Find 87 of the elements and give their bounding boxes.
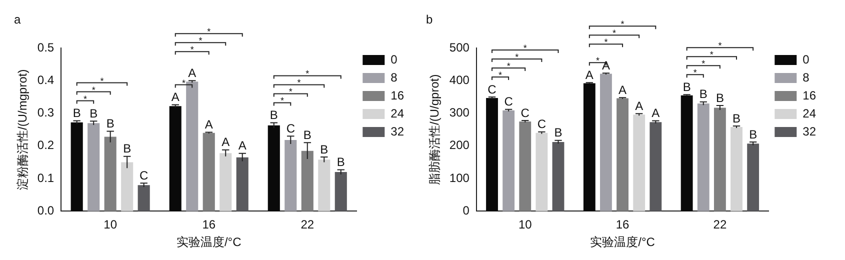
chart-title: a <box>14 12 21 26</box>
x-tick-label: 22 <box>300 218 314 232</box>
y-axis-title: 淀粉酶活性/(U/mgprot) <box>16 69 30 190</box>
legend-label: 0 <box>390 52 398 66</box>
data-label: C <box>504 94 514 109</box>
data-label: A <box>188 66 196 80</box>
data-label: A <box>204 118 213 132</box>
data-label: B <box>716 90 724 105</box>
annotation: * <box>288 86 293 97</box>
y-tick-label: 0.0 <box>37 204 54 218</box>
data-label: A <box>618 82 627 97</box>
data-label: B <box>270 108 278 122</box>
data-label: A <box>602 58 610 72</box>
annotation: * <box>718 40 722 51</box>
data-label: B <box>682 80 691 94</box>
x-tick-label: 16 <box>202 218 216 232</box>
x-tick-label: 10 <box>104 218 118 232</box>
data-label: B <box>749 127 758 142</box>
annotation: * <box>182 78 186 88</box>
x-tick-label: 16 <box>616 218 630 232</box>
y-tick-label: 0.2 <box>37 138 54 152</box>
data-label: B <box>732 111 741 126</box>
legend-label: 8 <box>802 70 810 84</box>
data-label: A <box>171 90 180 104</box>
annotation: * <box>693 68 698 78</box>
data-label: B <box>336 155 345 170</box>
x-axis-title: 实验温度/°C <box>590 235 656 250</box>
data-label: C <box>520 106 530 120</box>
annotation: * <box>92 84 96 95</box>
data-label: B <box>123 142 132 156</box>
data-label: B <box>72 106 81 120</box>
x-tick-label: 10 <box>518 218 532 232</box>
legend-label: 16 <box>802 88 816 102</box>
data-label: A <box>222 135 230 150</box>
data-label: B <box>90 106 98 120</box>
data-label: A <box>635 98 644 113</box>
annotation: * <box>506 60 511 71</box>
text: * <box>604 37 608 48</box>
y-tick-label: 300 <box>449 106 470 120</box>
data-label: C <box>537 117 546 132</box>
annotation: * <box>297 78 302 88</box>
y-tick-label: 0 <box>462 204 470 218</box>
chart-title: b <box>426 12 433 26</box>
annotation: * <box>280 96 285 106</box>
legend-label: 8 <box>390 70 398 84</box>
y-tick-label: 100 <box>449 170 470 185</box>
annotation: * <box>702 58 706 69</box>
data-label: B <box>320 142 328 156</box>
x-tick-label: 22 <box>713 218 727 232</box>
annotation: * <box>100 76 104 86</box>
annotation: * <box>710 50 714 60</box>
text: * <box>620 19 625 30</box>
annotation: * <box>306 68 310 79</box>
y-tick-label: 500 <box>449 40 470 54</box>
y-tick-label: 200 <box>449 138 470 152</box>
y-tick-label: 0.4 <box>37 72 54 87</box>
legend-label: 24 <box>390 106 404 120</box>
data-label: C <box>488 82 497 96</box>
text: * <box>612 28 616 38</box>
x-axis-title: 实验温度/°C <box>176 235 242 250</box>
legend-label: 0 <box>802 52 810 66</box>
annotation: * <box>498 70 503 80</box>
legend-label: 16 <box>390 88 404 102</box>
legend-label: 24 <box>802 106 816 120</box>
y-axis-title: 脂肪酶活性/(U/gprot) <box>428 74 442 185</box>
text: * <box>207 26 212 37</box>
annotation: * <box>515 52 520 62</box>
annotation: * <box>523 42 528 53</box>
y-tick-label: 400 <box>449 72 470 87</box>
annotation: * <box>190 44 194 55</box>
y-tick-label: 0.5 <box>37 40 54 54</box>
data-label: C <box>286 121 296 136</box>
annotation: * <box>83 94 88 104</box>
y-tick-label: 0.1 <box>37 170 54 185</box>
data-label: B <box>554 126 562 140</box>
data-label: B <box>699 87 708 102</box>
legend-label: 32 <box>802 124 816 138</box>
data-label: A <box>652 106 660 120</box>
data-label: B <box>303 128 312 142</box>
data-label: B <box>106 116 114 131</box>
legend-label: 32 <box>390 124 404 138</box>
y-tick-label: 0.3 <box>37 106 54 120</box>
data-label: A <box>238 138 246 153</box>
annotation: * <box>596 56 600 66</box>
data-label: A <box>585 68 594 82</box>
text: * <box>198 36 203 46</box>
data-label: C <box>140 168 149 182</box>
